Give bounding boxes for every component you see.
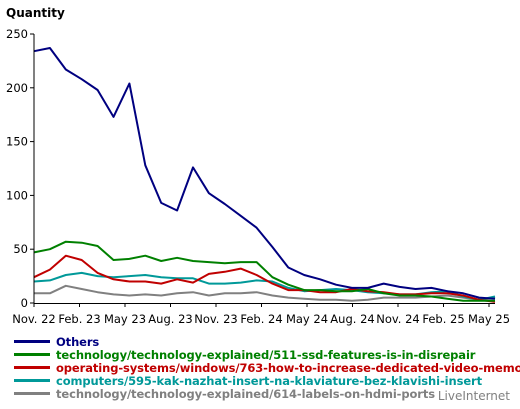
x-tick-label: Nov. 23 (194, 312, 238, 326)
y-axis-label: Quantity (6, 6, 65, 20)
y-tick-label: 200 (6, 81, 28, 95)
plot-area (34, 34, 495, 303)
y-tick-label: 250 (6, 27, 28, 41)
legend-item-hdmi-labels[interactable]: technology/technology-explained/614-labe… (14, 386, 514, 401)
y-tick-label: 50 (13, 242, 28, 256)
legend-swatch (14, 340, 50, 343)
legend-label[interactable]: operating-systems/windows/763-how-to-inc… (56, 360, 520, 375)
x-tick-label: May 25 (468, 312, 510, 326)
x-tick-label: Nov. 22 (12, 312, 56, 326)
x-tick-label: Nov. 24 (376, 312, 420, 326)
y-tick-label: 100 (6, 188, 28, 202)
legend-item-ssd-features[interactable]: technology/technology-explained/511-ssd-… (14, 347, 514, 362)
x-tick-label: Aug. 23 (148, 312, 192, 326)
x-tick-label: May 23 (104, 312, 146, 326)
legend-label[interactable]: technology/technology-explained/511-ssd-… (56, 347, 476, 362)
x-tick-label: Feb. 25 (422, 312, 464, 326)
legend-swatch (14, 353, 50, 356)
series-line-1 (33, 240, 495, 302)
legend-label: Others (56, 334, 100, 349)
y-tick-label: 150 (6, 135, 28, 149)
legend-label[interactable]: technology/technology-explained/614-labe… (56, 386, 435, 401)
legend-item-video-memory[interactable]: operating-systems/windows/763-how-to-inc… (14, 361, 520, 375)
legend-swatch (14, 366, 50, 369)
series-line-0 (33, 47, 496, 300)
legend-item-others: Others (14, 334, 514, 349)
legend-label[interactable]: computers/595-kak-nazhat-insert-na-klavi… (56, 373, 482, 388)
series-line-4 (34, 284, 496, 302)
legend: Others technology/technology-explained/5… (14, 334, 520, 401)
legend-swatch (14, 379, 50, 382)
series-line-2 (33, 254, 496, 303)
x-tick-label: May 24 (286, 312, 328, 326)
x-tick-label: Feb. 23 (58, 312, 100, 326)
legend-item-insert-key[interactable]: computers/595-kak-nazhat-insert-na-klavi… (14, 373, 514, 388)
brand-label[interactable]: LiveInternet (437, 389, 510, 403)
x-tick-label: Feb. 24 (240, 312, 282, 326)
legend-swatch (14, 392, 50, 395)
x-tick-label: Aug. 24 (330, 312, 374, 326)
y-tick-label: 0 (21, 296, 28, 310)
